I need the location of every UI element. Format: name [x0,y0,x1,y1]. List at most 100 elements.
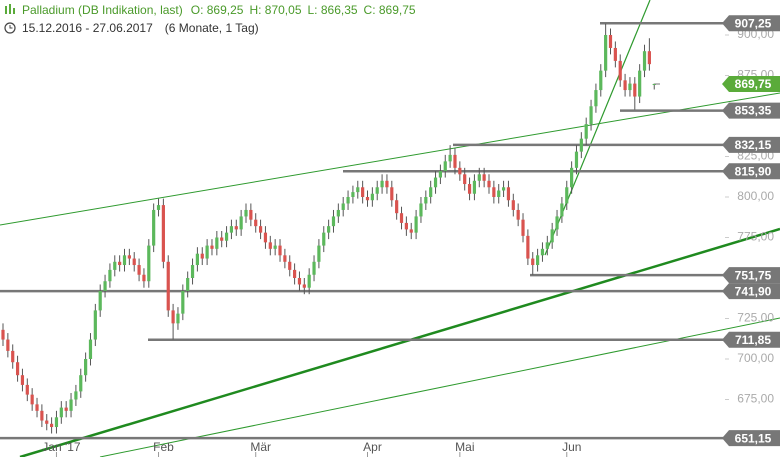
level-label: 741,90 [735,284,772,298]
candle-body [190,265,195,278]
candle-body [113,261,117,270]
candle-body [390,187,394,201]
candle-body [501,187,506,191]
candle-body [404,222,408,230]
candle-body [6,339,10,351]
candle-body [565,187,569,204]
y-tick-label: 775,00 [737,230,774,244]
candle-body [254,219,258,227]
candle-body [152,209,156,246]
candle-body [608,34,613,48]
chart-title: Palladium (DB Indikation, last) [22,3,183,17]
candle-body [351,192,355,197]
icon [9,4,11,14]
candle-body [195,253,199,266]
candle-body [429,187,433,197]
date-range: 15.12.2016 - 27.06.2017 [22,21,153,35]
candle-body [477,174,481,181]
candle-body [200,253,204,259]
candle-body [239,216,243,230]
candle-body [531,258,535,266]
candle-body [244,209,248,217]
x-tick-label: Feb [153,440,174,454]
candle-body [365,196,370,201]
candle-body [628,83,632,91]
candle-body [327,226,331,233]
candle-body [642,51,647,71]
candle-body [220,237,224,241]
header-line: Palladium (DB Indikation, last) O: 869,25… [22,3,416,17]
candle-body [497,190,501,197]
candle-body [322,232,326,246]
current-price-label: 869,75 [735,77,772,91]
low-label: L: 866,35 [308,3,358,17]
candle-body [370,193,374,201]
clock-icon [9,25,13,29]
candle-body [224,232,229,241]
candle-body [511,200,515,210]
candle-body [84,358,88,376]
candle-body [40,410,44,421]
candle-body [506,187,511,201]
level-label: 832,15 [735,138,772,152]
candle-body [487,180,491,188]
y-tick-label: 700,00 [737,351,774,365]
candle-body [618,60,622,81]
candle-body [181,290,185,314]
x-tick-label: Mär [250,440,271,454]
candle-body [283,255,287,262]
candle-body [638,70,642,97]
candle-body [25,384,29,395]
candle-body [176,313,180,324]
level-box [722,136,780,153]
candle-body [79,375,83,392]
candle-body [584,124,588,139]
candle-body [453,154,457,168]
open-label: O: 869,25 [191,3,244,17]
candle-body [380,180,384,188]
header: Palladium (DB Indikation, last) O: 869,25… [4,3,416,35]
candle-body [395,200,399,214]
candle-body [88,339,93,359]
level-label: 907,25 [735,16,772,30]
candle-body [516,209,520,220]
x-tick-label: Mai [455,440,474,454]
candle-body [399,213,404,223]
candle-body [210,245,214,249]
level-box [722,430,780,447]
candle-body [297,277,302,285]
candle-body [482,174,486,181]
candle-body [521,219,525,236]
candle-body [171,310,175,324]
icon [5,6,7,14]
candle-body [472,180,477,194]
level-box [722,163,780,180]
candle-body [161,205,165,262]
candle-body [613,47,617,61]
candle-body [229,226,234,233]
candle-body [54,417,59,428]
level-box [722,283,780,300]
candle-body [249,209,253,220]
candle-body [166,261,170,311]
candle-body [536,255,540,266]
candle-body [438,171,442,178]
candle-body [137,265,141,275]
y-tick-label: 725,00 [737,311,774,325]
candle-body [93,310,97,340]
candle-body [555,216,559,230]
level-box [722,267,780,284]
candle-body [312,261,316,275]
candle-body [215,237,219,249]
candle-body [331,216,336,227]
level-label: 853,35 [735,104,772,118]
candle-body [64,407,68,411]
trend-line [0,92,780,226]
candle-body [574,151,579,168]
candle-body [458,167,462,175]
candle-body [234,226,238,230]
candle-body [589,106,593,125]
trend-line [544,0,651,256]
candle-body [273,245,277,249]
